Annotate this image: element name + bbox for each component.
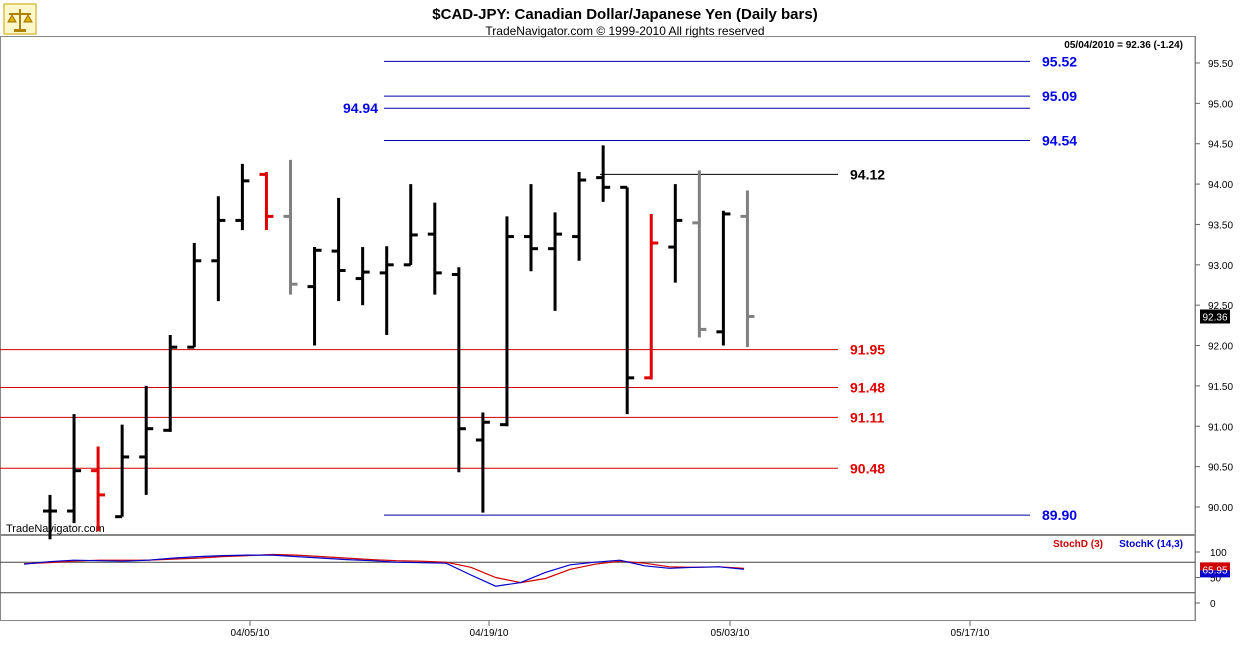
ohlc-bar xyxy=(355,247,370,306)
ohlc-bar xyxy=(163,335,178,432)
price-tick-label: 95.50 xyxy=(1208,59,1233,70)
stoch-tick-label: 50 xyxy=(1210,574,1222,585)
level-label-91-95: 91.95 xyxy=(850,342,885,358)
ohlc-bar xyxy=(451,267,466,473)
price-tick-label: 90.00 xyxy=(1208,503,1233,514)
stoch-panel-frame xyxy=(0,535,1196,621)
level-label-91-11: 91.11 xyxy=(850,409,884,425)
ohlc-bar xyxy=(716,210,731,346)
ohlc-bar xyxy=(211,196,226,302)
ohlc-bar xyxy=(307,247,322,346)
stoch-tick-label: 0 xyxy=(1210,599,1216,610)
ohlc-bar xyxy=(475,412,490,513)
ohlc-bar xyxy=(283,159,298,295)
ohlc-bar xyxy=(620,185,635,415)
ohlc-bar xyxy=(379,246,394,336)
x-tick-label: 04/05/10 xyxy=(231,628,270,639)
price-tick-label: 91.50 xyxy=(1208,382,1233,393)
stoch-k-legend: StochK (14,3) xyxy=(1119,539,1183,550)
ohlc-bar xyxy=(668,184,683,283)
last-info: 05/04/2010 = 92.36 (-1.24) xyxy=(1064,40,1183,51)
level-label-94-54: 94.54 xyxy=(1042,132,1077,148)
ohlc-bar xyxy=(596,145,611,202)
price-tick-label: 92.00 xyxy=(1208,342,1233,353)
ohlc-bar xyxy=(139,385,154,495)
ohlc-bar xyxy=(43,494,57,540)
chart-title: $CAD-JPY: Canadian Dollar/Japanese Yen (… xyxy=(432,6,817,23)
price-tick-label: 91.00 xyxy=(1208,422,1233,433)
level-label-90-48: 90.48 xyxy=(850,460,885,476)
ohlc-bar xyxy=(259,171,274,231)
stoch-last-marker-k xyxy=(1200,570,1230,578)
x-tick-label: 05/03/10 xyxy=(711,628,750,639)
price-tick-label: 93.50 xyxy=(1208,220,1233,231)
chart-subtitle: TradeNavigator.com © 1999-2010 All right… xyxy=(485,24,764,38)
price-tick-label: 92.50 xyxy=(1208,301,1233,312)
ohlc-bar xyxy=(499,216,514,427)
x-tick-label: 04/19/10 xyxy=(470,628,509,639)
scales-icon xyxy=(3,3,37,35)
level-label-95-52: 95.52 xyxy=(1042,53,1077,69)
ohlc-bar xyxy=(67,414,82,524)
level-label-94-94: 94.94 xyxy=(343,100,378,116)
price-tick-label: 94.00 xyxy=(1208,180,1233,191)
ohlc-bar xyxy=(403,184,418,267)
watermark: TradeNavigator.com xyxy=(6,523,105,535)
stoch-tick-label: 100 xyxy=(1210,548,1227,559)
ohlc-bar xyxy=(548,212,563,311)
price-tick-label: 95.00 xyxy=(1208,99,1233,110)
ohlc-bar xyxy=(235,163,250,231)
price-panel-frame xyxy=(0,36,1196,535)
ohlc-bar xyxy=(572,171,587,261)
ohlc-bar xyxy=(644,213,659,380)
stoch-last-marker-d xyxy=(1200,562,1230,571)
price-tick-label: 93.00 xyxy=(1208,261,1233,272)
level-label-89-90: 89.90 xyxy=(1042,507,1077,523)
ohlc-bar xyxy=(91,446,106,532)
ohlc-bar xyxy=(427,202,442,295)
ohlc-bar xyxy=(740,190,755,348)
ohlc-bar xyxy=(331,197,346,302)
last-price-value: 92.36 xyxy=(1202,312,1227,323)
x-tick-label: 05/17/10 xyxy=(951,628,990,639)
ohlc-bar xyxy=(115,424,130,519)
stoch-d-legend: StochD (3) xyxy=(1053,539,1103,550)
price-tick-label: 94.50 xyxy=(1208,140,1233,151)
ohlc-bar xyxy=(524,184,538,272)
level-label-95-09: 95.09 xyxy=(1042,88,1077,104)
stoch-line-k xyxy=(23,554,745,587)
last-price-marker xyxy=(1200,309,1230,324)
level-label-91-48: 91.48 xyxy=(850,380,885,396)
ohlc-bar xyxy=(692,170,707,338)
ohlc-bar xyxy=(187,243,202,349)
price-tick-label: 90.50 xyxy=(1208,463,1233,474)
level-label-94-12: 94.12 xyxy=(850,166,885,182)
stoch-last-value: 65.95 xyxy=(1202,565,1227,576)
